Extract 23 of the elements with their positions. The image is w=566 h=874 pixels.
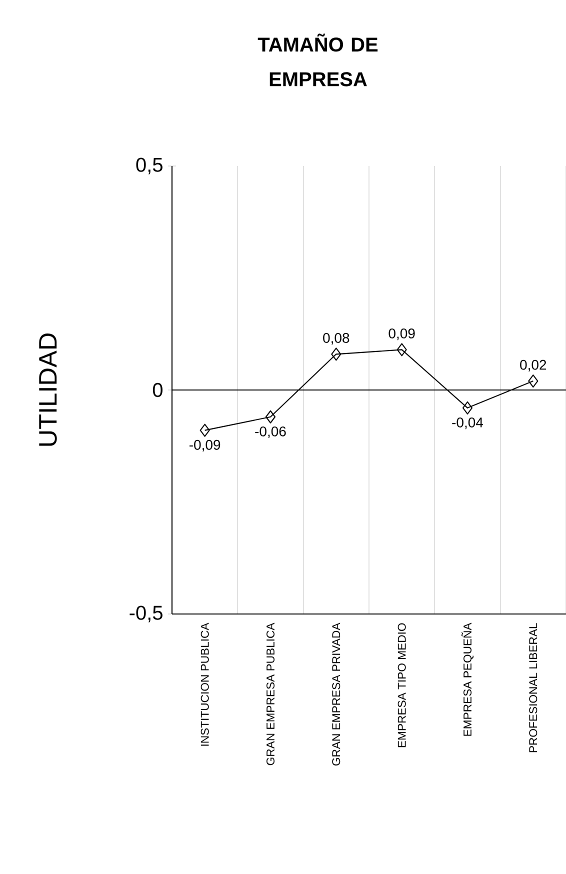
x-tick-label: INSTITUCION PUBLICA — [200, 622, 209, 746]
point — [331, 348, 342, 361]
data-label: -0,04 — [452, 418, 484, 430]
point — [200, 424, 210, 437]
point — [528, 374, 538, 388]
point — [396, 343, 407, 356]
y-tick-label: -0,5 — [130, 606, 162, 622]
x-tick-label: EMPRESA TIPO MEDIO — [398, 623, 406, 748]
point — [265, 410, 276, 424]
y-tick-label: 0,5 — [136, 158, 162, 174]
point — [462, 401, 473, 414]
data-label: -0,06 — [255, 426, 286, 438]
chart-title: TAMAÑO DE EMPRESA — [258, 34, 378, 86]
data-label: -0,09 — [190, 440, 220, 452]
data-label: 0,09 — [388, 328, 415, 340]
y-axis-title: UTILIDAD — [39, 333, 57, 446]
x-tick-label: PROFESIONAL LIBERAL — [529, 623, 538, 752]
y-tick-label: 0 — [152, 382, 162, 398]
x-tick-label: GRAN EMPRESA PUBLICA — [266, 622, 274, 766]
data-label: 0,02 — [520, 360, 546, 372]
data-label: 0,08 — [323, 333, 350, 345]
x-tick-label: EMPRESA PEQUEÑA — [461, 622, 474, 736]
x-tick-label: GRAN EMPRESA PRIVADA — [332, 622, 340, 766]
